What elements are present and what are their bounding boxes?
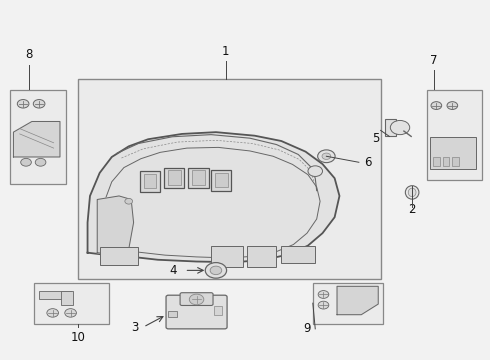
Bar bbox=[215, 173, 227, 187]
Bar bbox=[61, 291, 73, 305]
Circle shape bbox=[125, 198, 133, 204]
Circle shape bbox=[65, 309, 76, 317]
Polygon shape bbox=[337, 286, 378, 315]
Text: 10: 10 bbox=[71, 330, 85, 344]
FancyBboxPatch shape bbox=[180, 293, 213, 306]
Circle shape bbox=[318, 291, 329, 298]
Polygon shape bbox=[97, 196, 134, 255]
Bar bbox=[211, 170, 231, 191]
Bar bbox=[39, 291, 71, 300]
Text: 9: 9 bbox=[303, 322, 310, 336]
Circle shape bbox=[391, 121, 410, 135]
Bar bbox=[99, 247, 138, 265]
Circle shape bbox=[35, 158, 46, 166]
Bar bbox=[433, 157, 440, 166]
Ellipse shape bbox=[408, 188, 416, 197]
Text: 1: 1 bbox=[222, 45, 229, 58]
Circle shape bbox=[318, 150, 335, 163]
Circle shape bbox=[189, 294, 204, 305]
Bar bbox=[211, 246, 243, 267]
Polygon shape bbox=[13, 122, 60, 157]
Bar bbox=[442, 157, 449, 166]
Ellipse shape bbox=[405, 186, 419, 199]
Circle shape bbox=[447, 102, 458, 109]
Bar bbox=[192, 170, 205, 185]
Text: 2: 2 bbox=[408, 203, 416, 216]
Circle shape bbox=[17, 100, 29, 108]
Circle shape bbox=[318, 301, 329, 309]
Polygon shape bbox=[88, 132, 340, 262]
Circle shape bbox=[21, 158, 31, 166]
Text: 8: 8 bbox=[26, 48, 33, 61]
Bar bbox=[386, 120, 396, 136]
Circle shape bbox=[210, 266, 222, 275]
FancyBboxPatch shape bbox=[166, 295, 227, 329]
Bar bbox=[313, 283, 383, 324]
Bar bbox=[169, 311, 177, 317]
Bar bbox=[281, 246, 315, 263]
Bar bbox=[168, 170, 181, 185]
Bar bbox=[188, 168, 209, 188]
Text: 3: 3 bbox=[131, 321, 138, 334]
Bar bbox=[430, 138, 476, 169]
Circle shape bbox=[322, 153, 331, 159]
Bar bbox=[247, 246, 276, 267]
Bar bbox=[10, 90, 66, 184]
Bar bbox=[214, 306, 222, 315]
Circle shape bbox=[308, 166, 322, 176]
Text: 5: 5 bbox=[372, 132, 379, 145]
Circle shape bbox=[47, 309, 58, 317]
Circle shape bbox=[205, 262, 226, 278]
Bar bbox=[164, 168, 184, 188]
Bar bbox=[427, 90, 482, 180]
Bar bbox=[78, 79, 381, 279]
Bar bbox=[140, 171, 160, 192]
Text: 4: 4 bbox=[170, 264, 177, 277]
Bar bbox=[34, 283, 109, 324]
Bar bbox=[144, 174, 156, 188]
Text: 7: 7 bbox=[430, 54, 438, 67]
Circle shape bbox=[33, 100, 45, 108]
Bar bbox=[452, 157, 459, 166]
Circle shape bbox=[431, 102, 441, 109]
Text: 6: 6 bbox=[364, 156, 371, 169]
